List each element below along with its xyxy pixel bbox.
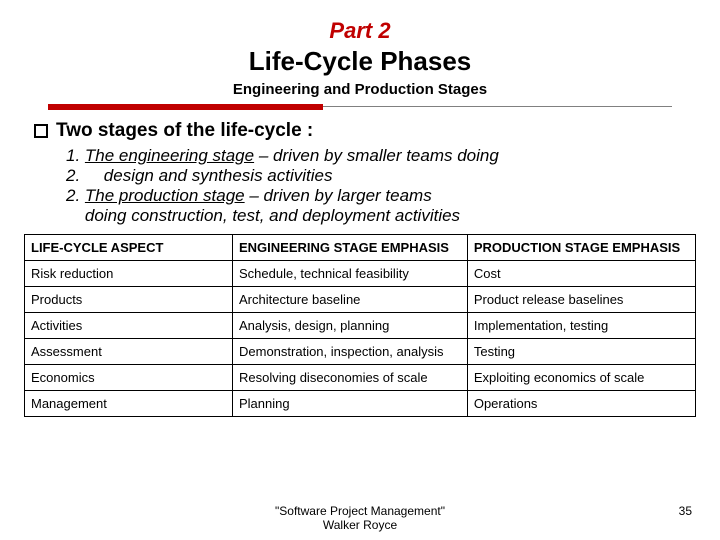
table-cell: Implementation, testing [467,313,695,339]
footer-citation: "Software Project Management" Walker Roy… [275,504,445,532]
table-cell: Assessment [25,339,233,365]
table-cell: Testing [467,339,695,365]
table-row: EconomicsResolving diseconomies of scale… [25,365,696,391]
table-header-cell: LIFE-CYCLE ASPECT [25,235,233,261]
table-cell: Analysis, design, planning [233,313,468,339]
table-row: ProductsArchitecture baselineProduct rel… [25,287,696,313]
slide-footer: "Software Project Management" Walker Roy… [0,504,720,532]
table-header-cell: PRODUCTION STAGE EMPHASIS [467,235,695,261]
table-cell: Planning [233,391,468,417]
citation-line2: Walker Royce [275,518,445,532]
citation-line1: "Software Project Management" [275,504,445,518]
section-heading-text: Two stages of the life-cycle : [56,120,313,142]
page-number: 35 [679,504,692,518]
table-cell: Demonstration, inspection, analysis [233,339,468,365]
table-row: AssessmentDemonstration, inspection, ana… [25,339,696,365]
table-cell: Management [25,391,233,417]
table-cell: Schedule, technical feasibility [233,261,468,287]
table-cell: Architecture baseline [233,287,468,313]
stage-line: 2. The production stage – driven by larg… [66,186,696,206]
slide-subtitle: Engineering and Production Stages [24,81,696,98]
stage-line: 1. The engineering stage – driven by sma… [66,146,696,166]
table-row: ActivitiesAnalysis, design, planningImpl… [25,313,696,339]
table-cell: Resolving diseconomies of scale [233,365,468,391]
table-cell: Cost [467,261,695,287]
table-cell: Exploiting economics of scale [467,365,695,391]
bullet-checkbox-icon [34,124,48,138]
table-cell: Product release baselines [467,287,695,313]
table-header-row: LIFE-CYCLE ASPECT ENGINEERING STAGE EMPH… [25,235,696,261]
table-row: Risk reductionSchedule, technical feasib… [25,261,696,287]
table-cell: Products [25,287,233,313]
slide-part-title: Part 2 [24,18,696,44]
lifecycle-table: LIFE-CYCLE ASPECT ENGINEERING STAGE EMPH… [24,234,696,417]
table-header-cell: ENGINEERING STAGE EMPHASIS [233,235,468,261]
table-cell: Activities [25,313,233,339]
rule-red-bar [48,104,323,110]
stage-list: 1. The engineering stage – driven by sma… [66,146,696,226]
table-body: Risk reductionSchedule, technical feasib… [25,261,696,417]
table-cell: Operations [467,391,695,417]
table-cell: Risk reduction [25,261,233,287]
slide-main-title: Life-Cycle Phases [24,46,696,77]
stage-line: 2. design and synthesis activities [66,166,696,186]
table-row: ManagementPlanningOperations [25,391,696,417]
section-heading-row: Two stages of the life-cycle : [34,120,696,142]
horizontal-rule [48,104,672,110]
stage-line: doing construction, test, and deployment… [66,206,696,226]
table-head: LIFE-CYCLE ASPECT ENGINEERING STAGE EMPH… [25,235,696,261]
table-cell: Economics [25,365,233,391]
